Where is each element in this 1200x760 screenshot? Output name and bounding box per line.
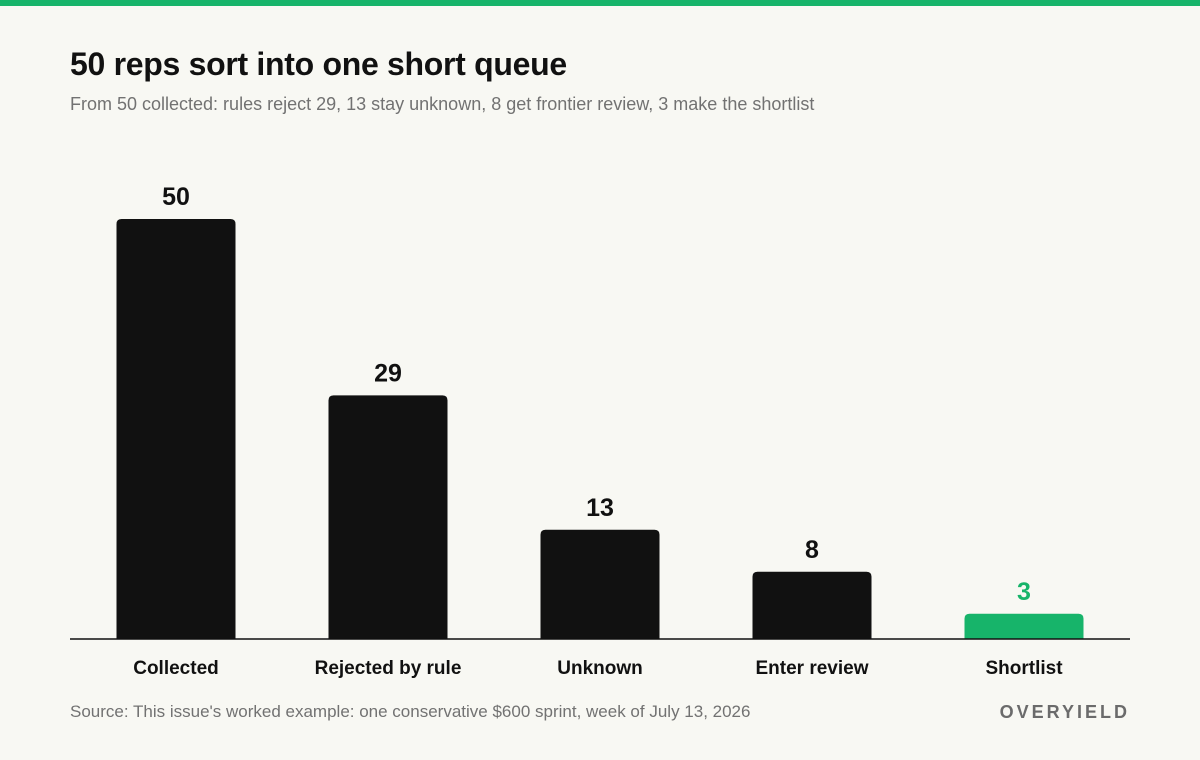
bar-collected bbox=[116, 219, 236, 639]
accent-top-bar bbox=[0, 0, 1200, 6]
bar-enter-review bbox=[752, 571, 872, 639]
bar-chart: 50 Collected 29 Rejected by rule 13 Unknown 8 E… bbox=[70, 183, 1130, 679]
category-label: Rejected by rule bbox=[315, 658, 462, 679]
data-label: 3 bbox=[1017, 578, 1031, 606]
category-label: Collected bbox=[133, 658, 219, 679]
chart-title: 50 reps sort into one short queue bbox=[70, 46, 567, 82]
bars-layer: 50 Collected 29 Rejected by rule 13 Unknown 8 E… bbox=[116, 183, 1084, 679]
category-label: Unknown bbox=[557, 658, 643, 679]
data-label: 29 bbox=[374, 359, 402, 387]
brand-logo: OVERYIELD bbox=[999, 702, 1130, 722]
data-label: 50 bbox=[162, 183, 190, 211]
bar-shortlist bbox=[964, 613, 1084, 639]
source-note: Source: This issue's worked example: one… bbox=[70, 702, 751, 721]
category-label: Shortlist bbox=[985, 658, 1063, 679]
data-label: 8 bbox=[805, 536, 819, 564]
chart-subtitle: From 50 collected: rules reject 29, 13 s… bbox=[70, 94, 815, 114]
bar-rejected-by-rule bbox=[328, 395, 448, 639]
data-label: 13 bbox=[586, 494, 614, 522]
category-label: Enter review bbox=[756, 658, 869, 679]
bar-unknown bbox=[540, 529, 660, 639]
